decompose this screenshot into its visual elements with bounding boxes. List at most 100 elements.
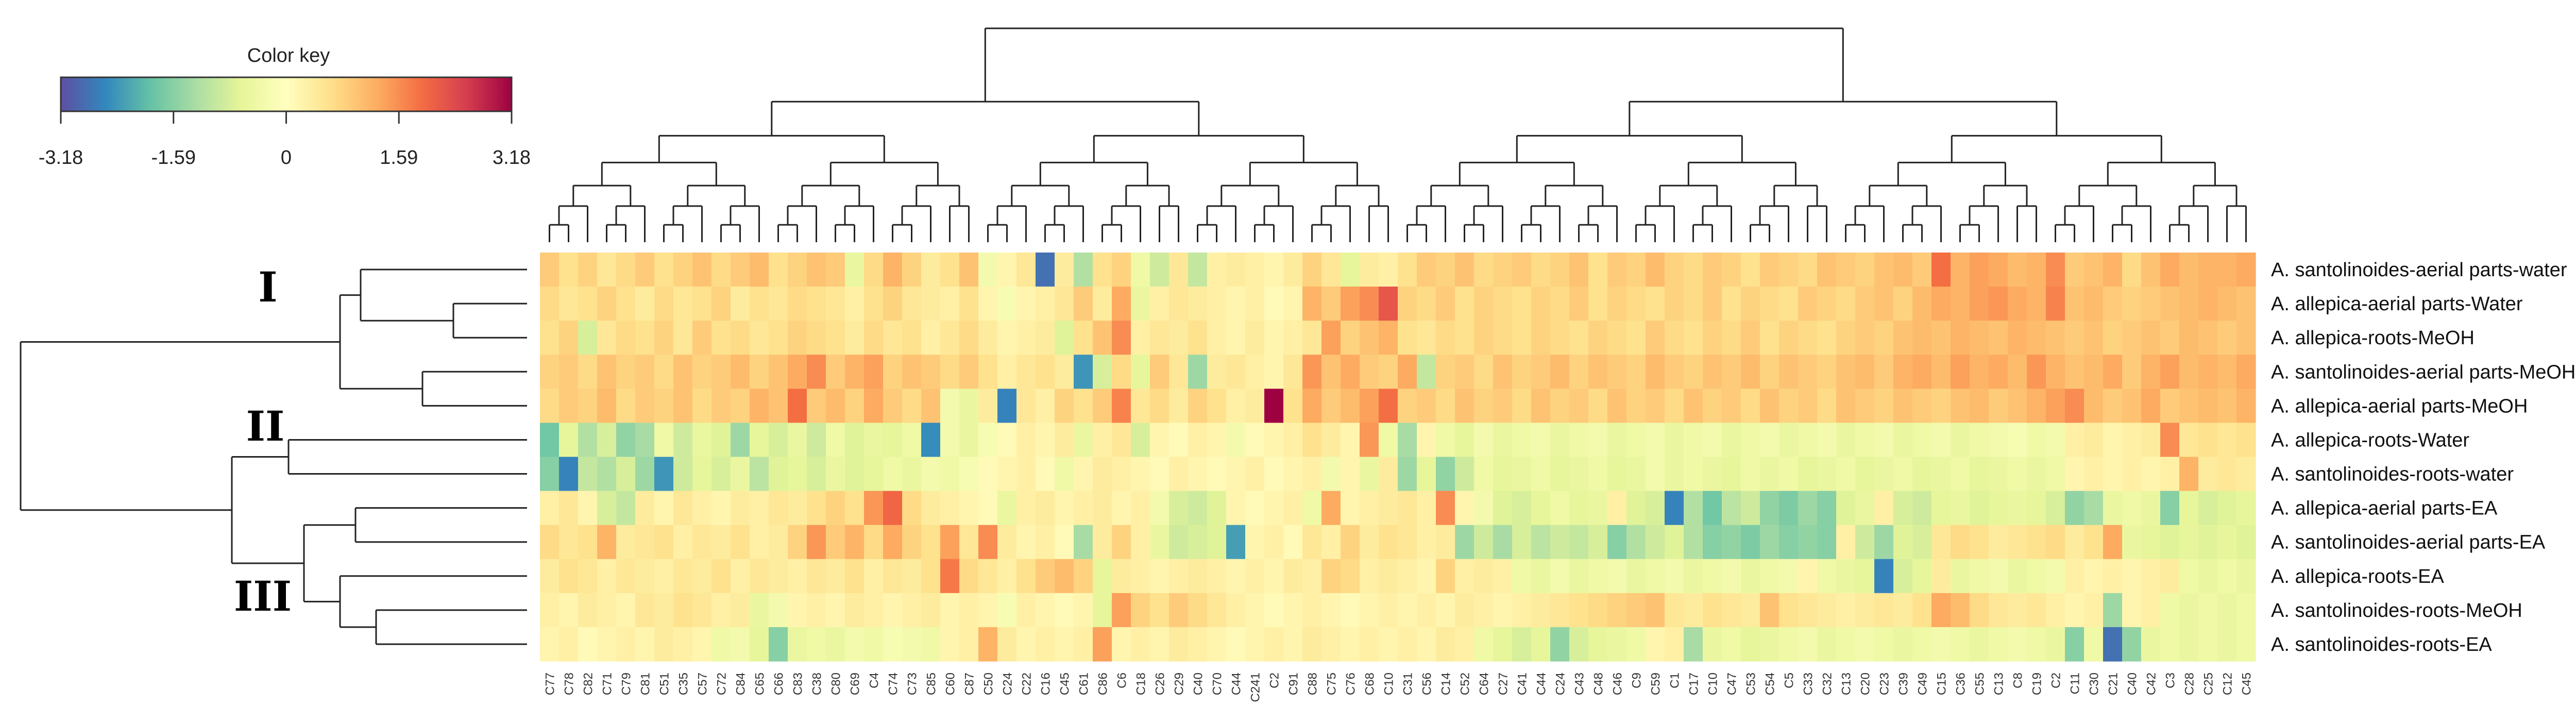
heatmap-cell-r11-c58	[1646, 627, 1665, 662]
heatmap-cell-r11-c22	[959, 627, 979, 662]
heatmap-cell-r4-c40	[1302, 389, 1322, 424]
heatmap-cell-r10-c48	[1455, 593, 1475, 628]
heatmap-cell-r11-c3	[597, 627, 617, 662]
heatmap-cell-r6-c78	[2027, 457, 2046, 492]
heatmap-cell-r10-c33	[1169, 593, 1189, 628]
heatmap-cell-r7-c88	[2217, 491, 2237, 526]
heatmap-cell-r3-c19	[902, 355, 922, 389]
heatmap-cell-r4-c11	[750, 389, 769, 424]
heatmap-cell-r4-c79	[2046, 389, 2065, 424]
heatmap-cell-r9-c72	[1912, 559, 1932, 594]
heatmap-cell-r0-c59	[1665, 253, 1684, 287]
heatmap-cell-r1-c83	[2122, 287, 2142, 321]
heatmap-cell-r2-c36	[1226, 321, 1246, 355]
heatmap-cell-r2-c22	[959, 321, 979, 355]
heatmap-cell-r0-c52	[1531, 253, 1551, 287]
heatmap-cell-r4-c3	[597, 389, 617, 424]
heatmap-cell-r4-c41	[1321, 389, 1341, 424]
heatmap-cell-r7-c28	[1074, 491, 1093, 526]
heatmap-cell-r11-c89	[2236, 627, 2256, 662]
row-dendrogram	[20, 268, 527, 645]
heatmap-cell-r3-c68	[1836, 355, 1856, 389]
heatmap-cell-r0-c16	[845, 253, 865, 287]
color-key: Color key -3.18 -1.59 0 1.59 3.18	[39, 45, 531, 169]
column-label-18: C74	[887, 673, 901, 695]
color-key-ticks: -3.18 -1.59 0 1.59 3.18	[39, 111, 531, 169]
heatmap-cell-r6-c0	[540, 457, 560, 492]
heatmap-cell-r1-c44	[1379, 287, 1398, 321]
heatmap-cell-r8-c89	[2236, 525, 2256, 560]
heatmap-cell-r10-c21	[940, 593, 960, 628]
heatmap-cell-r10-c30	[1112, 593, 1131, 628]
heatmap-cell-r1-c4	[616, 287, 636, 321]
heatmap-cell-r4-c46	[1417, 389, 1436, 424]
heatmap-cell-r3-c0	[540, 355, 560, 389]
heatmap-cell-r2-c9	[711, 321, 731, 355]
heatmap-cell-r6-c4	[616, 457, 636, 492]
heatmap-cell-r7-c30	[1112, 491, 1131, 526]
heatmap-cell-r0-c61	[1703, 253, 1722, 287]
heatmap-cell-r7-c9	[711, 491, 731, 526]
column-label-60: C17	[1687, 673, 1701, 695]
heatmap-cell-r10-c87	[2198, 593, 2218, 628]
heatmap-cell-r10-c34	[1188, 593, 1208, 628]
heatmap-cell-r4-c50	[1493, 389, 1513, 424]
heatmap-cell-r2-c61	[1703, 321, 1722, 355]
heatmap-cell-r9-c81	[2084, 559, 2104, 594]
heatmap-cell-r4-c20	[921, 389, 941, 424]
heatmap-cell-r1-c51	[1512, 287, 1532, 321]
heatmap-cell-r4-c38	[1264, 389, 1284, 424]
heatmap-cell-r0-c65	[1779, 253, 1799, 287]
row-label-5: A. allepica-roots-Water	[2271, 430, 2469, 451]
heatmap-cell-r0-c17	[864, 253, 884, 287]
heatmap-cell-r9-c29	[1093, 559, 1112, 594]
heatmap-cell-r9-c17	[864, 559, 884, 594]
heatmap-cell-r3-c74	[1951, 355, 1970, 389]
color-key-title: Color key	[247, 45, 330, 66]
heatmap-cell-r3-c29	[1093, 355, 1112, 389]
row-label-7: A. allepica-aerial parts-EA	[2271, 498, 2498, 519]
heatmap-cell-r3-c10	[731, 355, 750, 389]
heatmap-cell-r7-c83	[2122, 491, 2142, 526]
heatmap-cell-r5-c1	[559, 423, 579, 458]
heatmap-cell-r7-c7	[673, 491, 693, 526]
color-key-tick-label-4: 3.18	[493, 147, 531, 169]
heatmap-cell-r3-c20	[921, 355, 941, 389]
heatmap-cell-r2-c1	[559, 321, 579, 355]
column-label-39: C91	[1287, 673, 1301, 695]
row-label-10: A. santolinoides-roots-MeOH	[2271, 600, 2522, 622]
heatmap-cell-r0-c23	[978, 253, 998, 287]
heatmap-cell-r1-c42	[1341, 287, 1360, 321]
heatmap-cell-r8-c61	[1703, 525, 1722, 560]
heatmap-cell-r3-c3	[597, 355, 617, 389]
heatmap-cell-r11-c12	[769, 627, 788, 662]
heatmap-cell-r2-c86	[2179, 321, 2199, 355]
heatmap-cell-r2-c31	[1131, 321, 1150, 355]
heatmap-cell-r6-c14	[807, 457, 826, 492]
heatmap-cell-r0-c47	[1436, 253, 1455, 287]
heatmap-cell-r6-c65	[1779, 457, 1799, 492]
heatmap-cell-r6-c3	[597, 457, 617, 492]
heatmap-cell-r10-c25	[1016, 593, 1036, 628]
heatmap-cell-r8-c60	[1684, 525, 1703, 560]
heatmap-cell-r5-c25	[1016, 423, 1036, 458]
heatmap-cell-r2-c78	[2027, 321, 2046, 355]
heatmap-cell-r0-c77	[2008, 253, 2027, 287]
heatmap-cell-r6-c28	[1074, 457, 1093, 492]
heatmap-cell-r6-c33	[1169, 457, 1189, 492]
heatmap-cell-r5-c61	[1703, 423, 1722, 458]
heatmap-cell-r5-c75	[1970, 423, 1989, 458]
heatmap-cell-r6-c76	[1989, 457, 2008, 492]
heatmap-cell-r0-c87	[2198, 253, 2218, 287]
heatmap-cell-r8-c33	[1169, 525, 1189, 560]
heatmap-cell-r9-c54	[1569, 559, 1589, 594]
heatmap-cell-r9-c31	[1131, 559, 1150, 594]
heatmap-cell-r1-c24	[997, 287, 1017, 321]
heatmap-cell-r1-c73	[1931, 287, 1951, 321]
column-label-79: C2	[2049, 673, 2063, 689]
heatmap-cell-r0-c75	[1970, 253, 1989, 287]
heatmap-cell-r10-c41	[1321, 593, 1341, 628]
heatmap-cell-r7-c4	[616, 491, 636, 526]
heatmap-cell-r8-c67	[1817, 525, 1837, 560]
heatmap-cell-r0-c51	[1512, 253, 1532, 287]
